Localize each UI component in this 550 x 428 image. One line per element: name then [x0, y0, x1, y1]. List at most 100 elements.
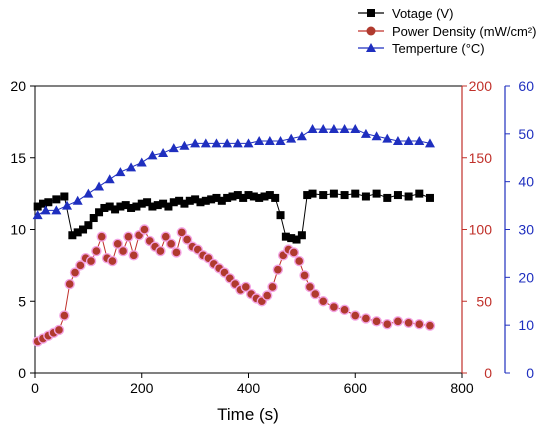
voltage-point	[111, 205, 120, 214]
power-density-point	[85, 255, 97, 267]
power-density-point	[261, 290, 273, 301]
power-density-point	[64, 278, 75, 290]
power-density-point	[69, 267, 81, 278]
temperature-point	[51, 205, 62, 215]
voltage-point	[265, 191, 274, 200]
voltage-point	[127, 203, 136, 212]
right2-tick-label: 60	[518, 78, 534, 94]
right2-tick-label: 40	[518, 174, 534, 190]
voltage-point	[212, 193, 221, 202]
legend-marker-temperature	[366, 43, 376, 52]
voltage-point	[404, 192, 413, 201]
voltage-point	[196, 198, 205, 207]
voltage-point	[239, 193, 248, 202]
voltage-point	[33, 202, 42, 211]
power-density-point	[181, 234, 193, 245]
temperature-point	[275, 136, 286, 146]
temperature-series	[32, 124, 435, 220]
voltage-point	[287, 234, 296, 243]
temperature-point	[360, 128, 371, 138]
temperature-point	[350, 124, 361, 134]
temperature-point	[307, 124, 318, 134]
voltage-point	[159, 199, 168, 208]
x-axis: 0 200 400 600 800	[31, 373, 474, 396]
voltage-point	[100, 203, 109, 212]
voltage-point	[175, 196, 184, 205]
voltage-point	[153, 201, 162, 210]
voltage-point	[281, 232, 290, 241]
voltage-point	[39, 199, 48, 208]
left-tick-label: 5	[18, 293, 26, 309]
voltage-point	[233, 191, 242, 200]
voltage-point	[297, 231, 306, 240]
left-tick-label: 0	[18, 365, 26, 381]
voltage-point	[60, 192, 69, 201]
legend: Votage (V) Power Density (mW/cm²) Temper…	[358, 6, 536, 56]
right-y-axis-power: 0 50 100 150 200	[461, 78, 493, 381]
right1-tick-label: 0	[484, 365, 492, 381]
temperature-point	[382, 133, 393, 143]
voltage-point	[425, 193, 434, 202]
temperature-point	[339, 124, 350, 134]
right1-tick-label: 100	[469, 222, 493, 238]
power-density-point	[382, 319, 393, 330]
temperature-point	[200, 138, 211, 148]
power-density-point	[288, 247, 300, 258]
temperature-point	[136, 157, 147, 167]
power-density-point	[294, 255, 305, 267]
voltage-point	[292, 235, 301, 244]
voltage-point	[191, 195, 200, 204]
right2-tick-label: 30	[518, 222, 534, 238]
temperature-point	[318, 124, 329, 134]
x-tick-label: 800	[450, 380, 474, 396]
voltage-point	[121, 201, 130, 210]
voltage-point	[319, 191, 328, 200]
voltage-point	[217, 196, 226, 205]
power-density-point	[392, 316, 404, 327]
power-density-point	[117, 245, 129, 257]
voltage-point	[276, 211, 285, 220]
voltage-point	[329, 189, 338, 198]
voltage-point	[79, 225, 88, 234]
temperature-point	[286, 133, 297, 143]
power-density-point	[360, 313, 372, 324]
power-density-point	[75, 260, 86, 271]
x-tick-label: 0	[31, 380, 39, 396]
voltage-point	[340, 191, 349, 200]
power-density-point	[112, 238, 123, 250]
legend-marker-voltage	[367, 9, 375, 17]
temperature-point	[32, 210, 43, 220]
power-density-point	[318, 296, 329, 307]
temperature-point	[72, 195, 83, 205]
power-density-point	[414, 319, 425, 330]
legend-entry-power-density: Power Density (mW/cm²)	[358, 24, 536, 39]
voltage-point	[383, 193, 392, 202]
power-density-point	[171, 247, 182, 258]
voltage-point	[137, 199, 146, 208]
temperature-point	[147, 150, 158, 160]
voltage-point	[185, 196, 194, 205]
voltage-point	[223, 193, 232, 202]
voltage-point	[89, 214, 98, 223]
legend-entry-voltage: Votage (V)	[358, 6, 453, 21]
power-density-point	[53, 324, 65, 336]
power-density-point	[350, 310, 361, 321]
temperature-point	[115, 167, 126, 177]
voltage-point	[68, 231, 77, 240]
power-density-series	[32, 224, 436, 347]
right2-tick-label: 0	[526, 365, 534, 381]
right1-tick-label: 50	[476, 293, 492, 309]
power-density-point	[267, 281, 278, 293]
right2-tick-label: 50	[518, 126, 534, 142]
temperature-point	[126, 162, 137, 172]
legend-label-temperature: Temperture (°C)	[392, 41, 485, 56]
temperature-point	[94, 181, 105, 191]
voltage-point	[393, 191, 402, 200]
temperature-point	[264, 136, 275, 146]
temperature-point	[232, 138, 243, 148]
power-density-point	[310, 288, 321, 300]
left-tick-label: 15	[10, 150, 26, 166]
voltage-point	[52, 195, 61, 204]
left-tick-label: 20	[10, 78, 26, 94]
